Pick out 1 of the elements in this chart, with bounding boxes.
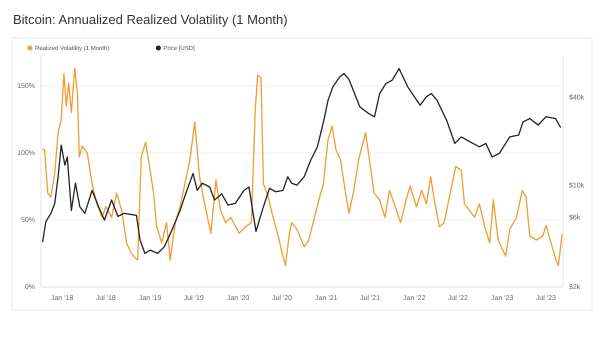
chart-title: Bitcoin: Annualized Realized Volatility (1 Month) (13, 12, 288, 27)
